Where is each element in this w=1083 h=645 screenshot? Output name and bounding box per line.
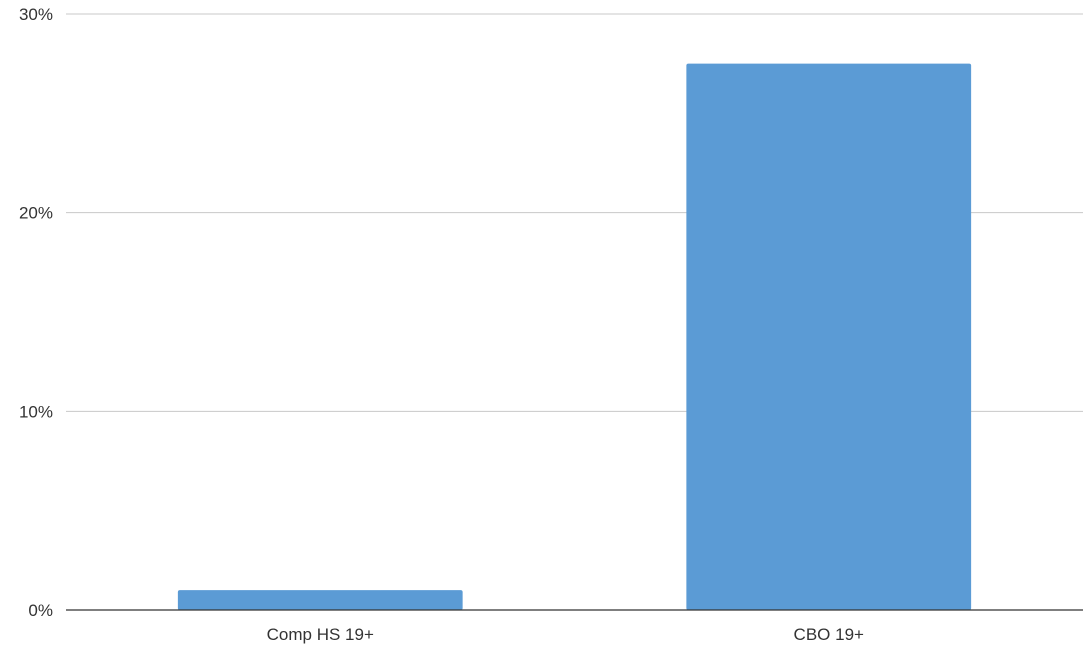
y-tick-label: 0%	[28, 601, 53, 620]
y-axis-tick-labels: 0% 10% 20% 30%	[19, 5, 53, 620]
x-axis-category-labels: Comp HS 19+ CBO 19+	[267, 625, 864, 644]
bars	[177, 63, 972, 610]
bar	[686, 63, 972, 610]
x-category-label: CBO 19+	[794, 625, 864, 644]
y-tick-label: 20%	[19, 204, 53, 223]
y-tick-label: 10%	[19, 402, 53, 421]
y-tick-label: 30%	[19, 5, 53, 24]
bar	[177, 590, 463, 610]
x-category-label: Comp HS 19+	[267, 625, 374, 644]
